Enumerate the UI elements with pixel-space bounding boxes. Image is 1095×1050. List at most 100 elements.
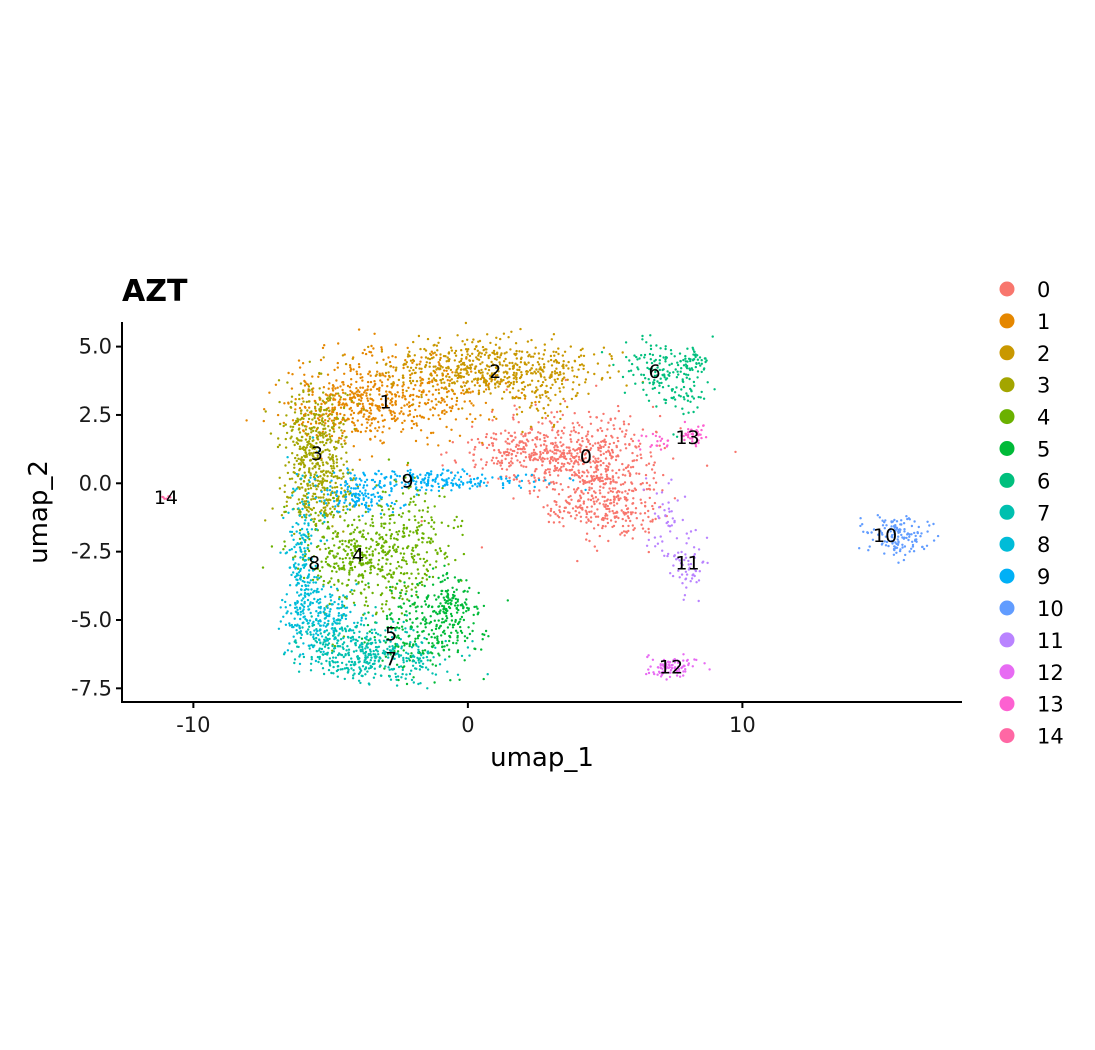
point-cluster-0: [618, 427, 622, 430]
point-cluster-8: [295, 487, 298, 490]
point-cluster-2: [409, 376, 412, 380]
point-cluster-0: [535, 458, 538, 461]
point-cluster-5: [388, 613, 392, 616]
point-cluster-4: [402, 526, 406, 529]
point-cluster-8: [307, 605, 310, 608]
point-cluster-4: [417, 521, 420, 524]
point-cluster-7: [399, 638, 402, 641]
point-cluster-0: [603, 517, 607, 520]
point-cluster-4: [377, 563, 380, 566]
point-cluster-7: [456, 673, 460, 676]
point-cluster-3: [308, 435, 312, 438]
point-cluster-8: [294, 489, 297, 492]
point-cluster-6: [664, 345, 667, 348]
point-cluster-8: [298, 546, 302, 549]
point-cluster-6: [672, 371, 675, 374]
point-cluster-3: [326, 514, 329, 518]
point-cluster-3: [346, 393, 349, 397]
point-cluster-6: [692, 397, 696, 400]
point-cluster-2: [456, 334, 459, 337]
point-cluster-1: [388, 360, 392, 364]
point-cluster-8: [323, 621, 326, 625]
point-cluster-9: [457, 485, 461, 488]
point-cluster-4: [390, 514, 393, 517]
point-cluster-3: [302, 480, 306, 483]
point-cluster-7: [379, 674, 383, 677]
point-cluster-0: [520, 448, 524, 451]
point-cluster-2: [497, 370, 500, 373]
point-cluster-5: [481, 638, 484, 641]
point-cluster-4: [414, 577, 418, 580]
point-cluster-6: [699, 364, 702, 367]
point-cluster-4: [434, 549, 437, 552]
point-cluster-1: [303, 384, 307, 387]
point-cluster-3: [342, 530, 345, 533]
point-cluster-7: [364, 673, 367, 676]
point-cluster-4: [388, 514, 391, 518]
point-cluster-2: [462, 368, 466, 371]
point-cluster-9: [398, 475, 401, 478]
point-cluster-8: [303, 602, 306, 605]
point-cluster-4: [401, 512, 405, 515]
point-cluster-0: [599, 427, 602, 430]
point-cluster-2: [582, 354, 586, 358]
point-cluster-0: [555, 503, 558, 506]
point-cluster-4: [401, 492, 405, 495]
point-cluster-5: [446, 595, 450, 599]
point-cluster-4: [400, 515, 403, 518]
point-cluster-2: [462, 375, 466, 379]
point-cluster-8: [319, 628, 322, 632]
point-cluster-7: [335, 629, 338, 633]
point-cluster-6: [697, 395, 700, 399]
point-cluster-3: [321, 399, 324, 402]
point-cluster-2: [520, 356, 523, 359]
point-cluster-8: [318, 598, 322, 601]
point-cluster-2: [471, 341, 474, 344]
point-cluster-7: [294, 641, 297, 644]
point-cluster-3: [285, 500, 288, 503]
point-cluster-0: [635, 459, 638, 462]
point-cluster-0: [629, 415, 632, 418]
point-cluster-0: [616, 454, 620, 457]
point-cluster-6: [650, 361, 654, 365]
point-cluster-6: [693, 350, 696, 353]
point-cluster-2: [539, 375, 543, 378]
point-cluster-7: [369, 637, 372, 640]
point-cluster-2: [526, 340, 530, 343]
point-cluster-3: [325, 439, 329, 442]
point-cluster-1: [445, 425, 448, 429]
point-cluster-7: [420, 654, 423, 657]
point-cluster-4: [298, 537, 302, 541]
point-cluster-2: [528, 353, 531, 356]
point-cluster-5: [424, 626, 427, 629]
point-cluster-6: [646, 366, 649, 370]
point-cluster-4: [410, 552, 413, 556]
point-cluster-8: [322, 650, 325, 653]
point-cluster-1: [378, 389, 381, 392]
point-cluster-0: [574, 505, 578, 508]
point-cluster-0: [543, 476, 546, 479]
point-cluster-1: [338, 394, 341, 397]
point-cluster-5: [456, 598, 460, 601]
point-cluster-5: [412, 643, 415, 646]
point-cluster-4: [401, 547, 405, 550]
point-cluster-0: [533, 476, 536, 479]
point-cluster-2: [459, 371, 462, 375]
point-cluster-0: [497, 460, 500, 463]
point-cluster-1: [345, 404, 349, 407]
point-cluster-1: [446, 372, 450, 376]
point-cluster-8: [297, 507, 300, 510]
point-cluster-3: [303, 448, 306, 452]
point-cluster-2: [414, 371, 417, 374]
point-cluster-9: [530, 473, 534, 477]
point-cluster-1: [349, 389, 352, 393]
point-cluster-3: [276, 445, 280, 449]
point-cluster-8: [295, 566, 298, 569]
point-cluster-2: [478, 339, 482, 343]
point-cluster-1: [381, 419, 385, 422]
point-cluster-6: [659, 377, 662, 380]
point-cluster-8: [290, 534, 293, 537]
point-cluster-0: [520, 464, 523, 467]
point-cluster-5: [465, 598, 468, 601]
point-cluster-0: [508, 442, 511, 445]
